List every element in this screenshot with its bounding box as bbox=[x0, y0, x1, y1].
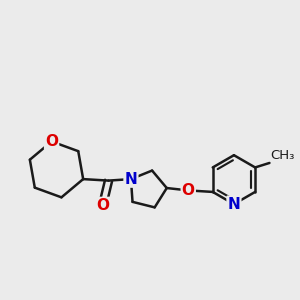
Text: N: N bbox=[228, 197, 240, 212]
Text: O: O bbox=[97, 198, 110, 213]
Text: O: O bbox=[45, 134, 58, 149]
Text: N: N bbox=[124, 172, 137, 187]
Text: CH₃: CH₃ bbox=[271, 149, 295, 162]
Text: O: O bbox=[182, 183, 195, 198]
